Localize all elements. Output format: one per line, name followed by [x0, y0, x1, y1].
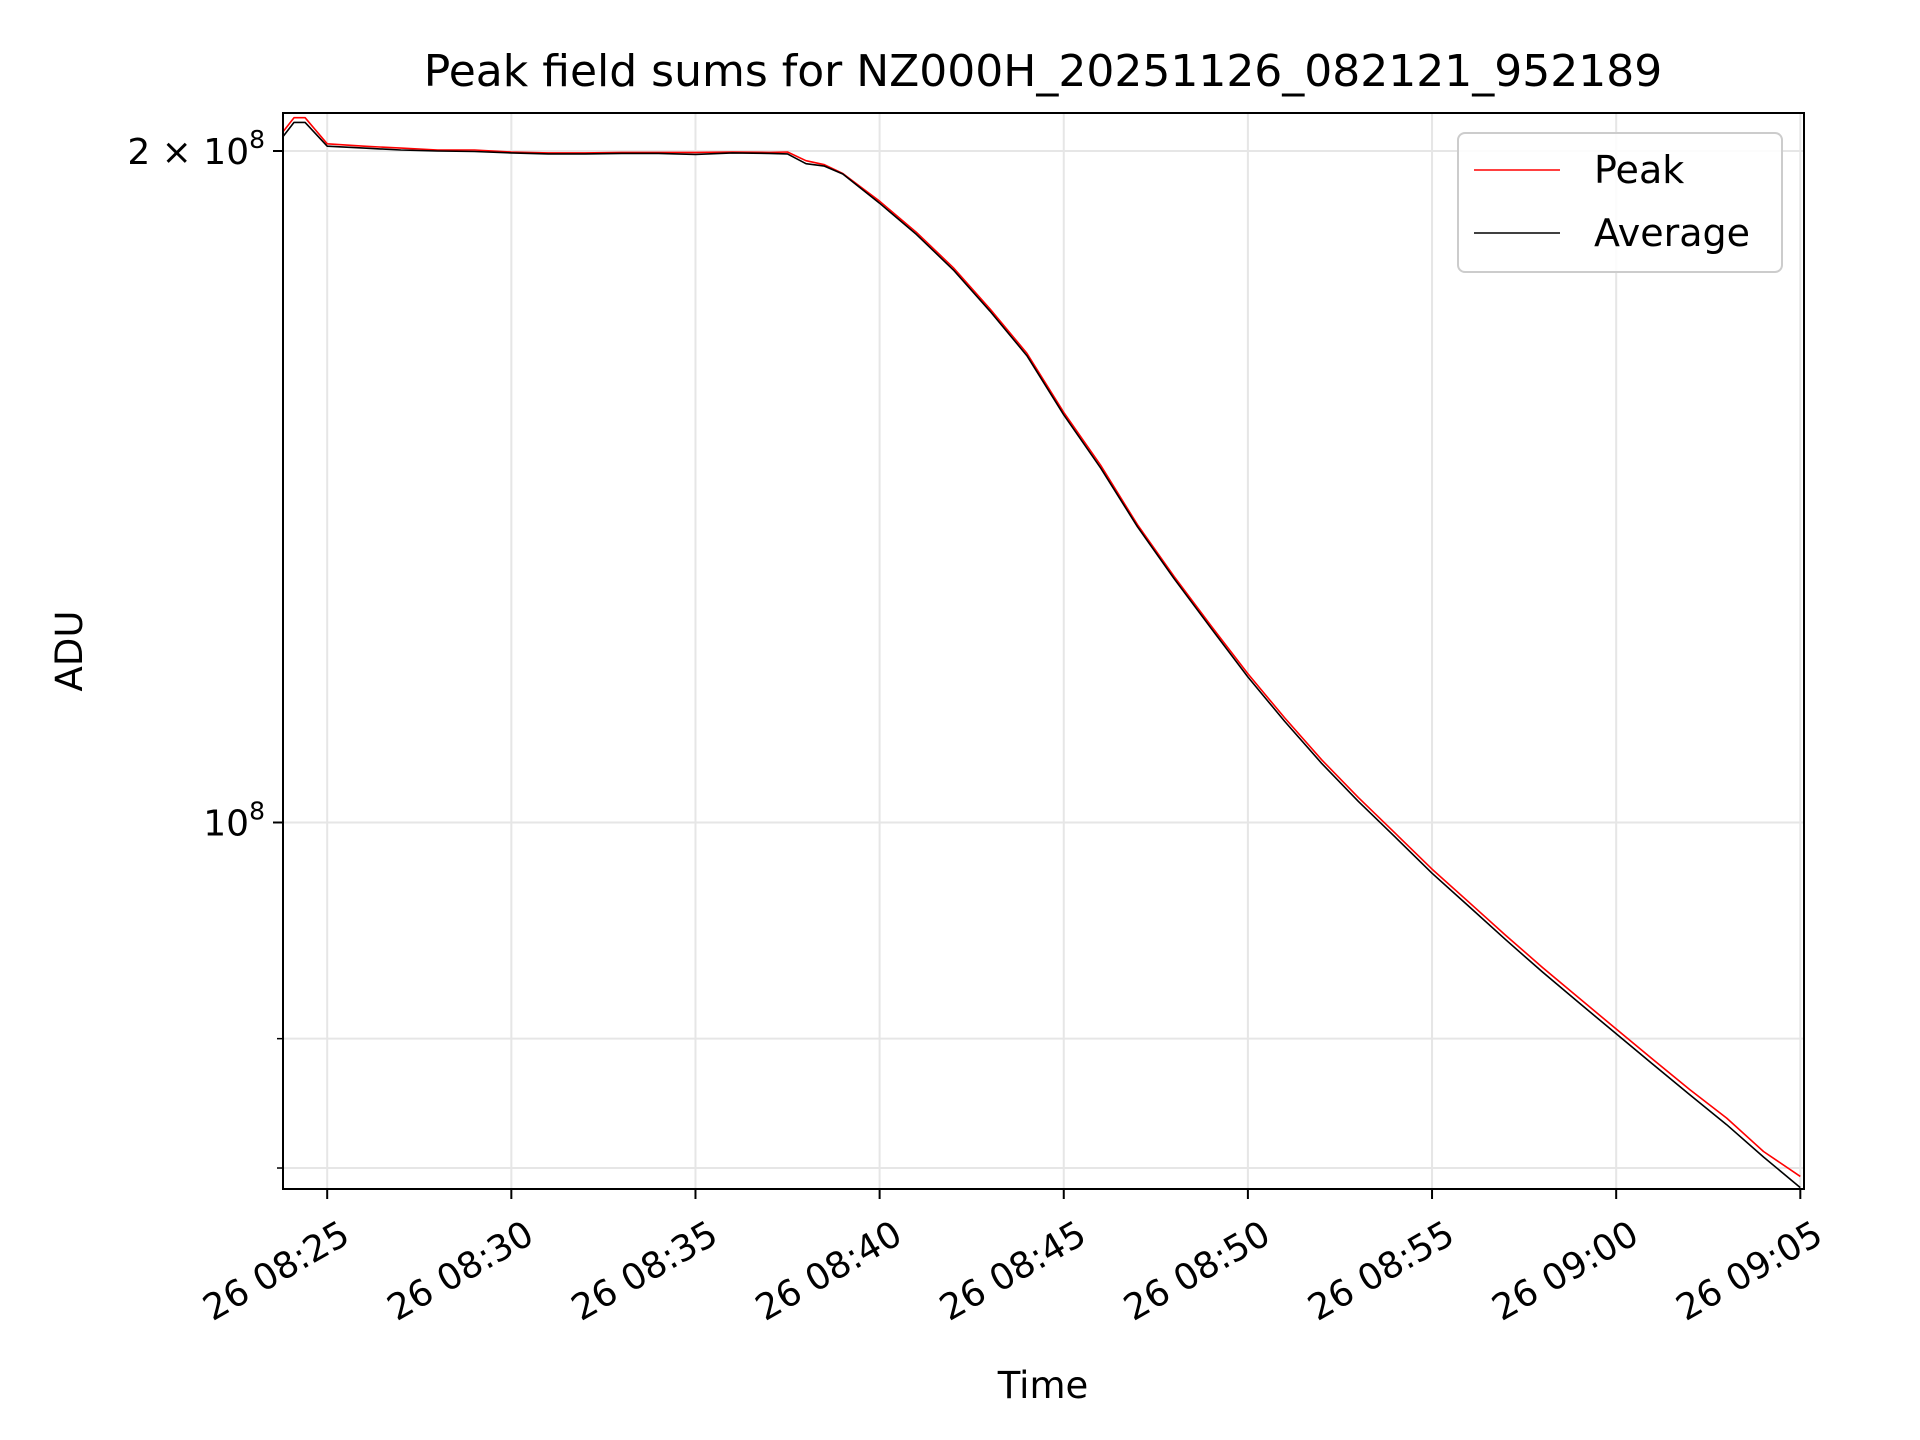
legend-label-average: Average — [1594, 211, 1750, 255]
y-tick-label: 108 — [203, 796, 265, 844]
plot-frame — [282, 112, 1805, 1190]
y-axis-ticks: 2 × 108 108 — [127, 125, 283, 1169]
chart-title: Peak field sums for NZ000H_20251126_0821… — [424, 46, 1662, 97]
legend-label-peak: Peak — [1594, 148, 1684, 192]
y-axis-label: ADU — [48, 611, 91, 692]
series-line-average — [283, 121, 1801, 1189]
legend-box — [1457, 132, 1783, 273]
legend: Peak Average — [1457, 132, 1783, 273]
series-layer — [283, 116, 1801, 1189]
series-line-peak — [283, 116, 1801, 1178]
y-tick-label: 2 × 108 — [127, 125, 265, 173]
x-axis-label: Time — [997, 1364, 1089, 1407]
